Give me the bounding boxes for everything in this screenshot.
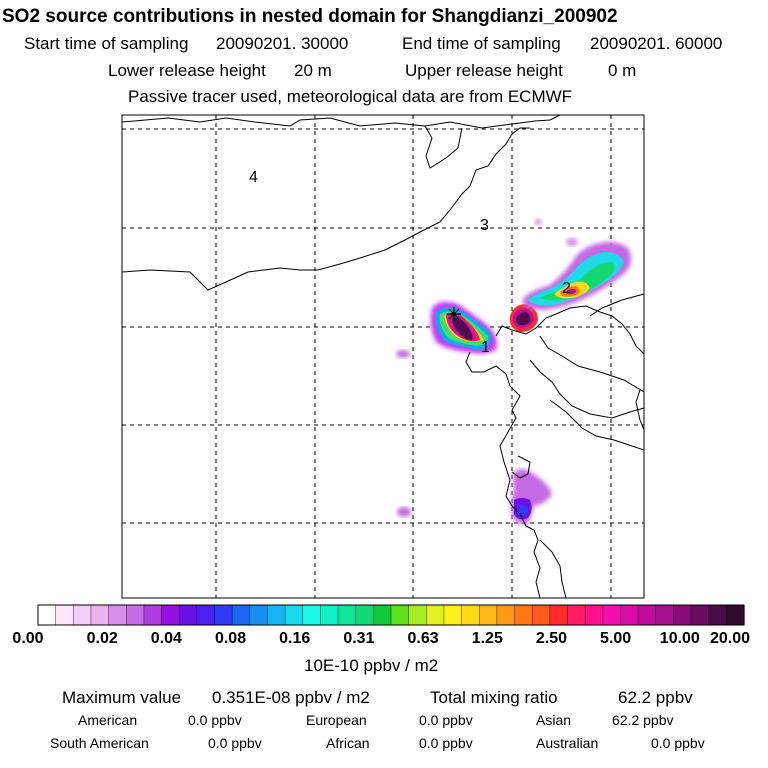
end-time-value: 20090201. 60000: [590, 34, 723, 53]
colorbar-tick-label: 0.31: [343, 630, 375, 647]
colorbar-unit: 10E-10 ppbv / m2: [304, 656, 439, 675]
start-time-label: Start time of sampling: [24, 34, 189, 53]
colorbar-tick-label: 20.00: [709, 630, 751, 647]
colorbar-cell: [196, 605, 216, 625]
colorbar-cells: [38, 605, 745, 625]
colorbar-cell: [532, 605, 551, 625]
colorbar-tick-label: 0.04: [150, 630, 182, 647]
asian-value: 62.2 ppbv: [612, 712, 674, 728]
colorbar-cell: [179, 605, 198, 625]
colorbar-cell: [408, 605, 427, 625]
chart-title: SO2 source contributions in nested domai…: [2, 6, 618, 27]
region-label-1: 1: [481, 339, 490, 356]
colorbar-cell: [426, 605, 445, 625]
colorbar-tick-label: 0.63: [407, 630, 439, 647]
coastlines: [122, 115, 644, 598]
region-label-4: 4: [249, 169, 258, 186]
south-american-label: South American: [50, 735, 149, 751]
colorbar-cell: [496, 605, 516, 625]
colorbar-cell: [55, 605, 74, 625]
colorbar-cell: [232, 605, 251, 625]
colorbar-tick-label: 0.08: [214, 630, 247, 647]
colorbar-tick-label: 0.16: [279, 630, 311, 647]
colorbar-cell: [443, 605, 463, 625]
colorbar-cell: [373, 605, 392, 625]
colorbar-cell: [567, 605, 586, 625]
end-time-label: End time of sampling: [402, 34, 561, 53]
max-value-label: Maximum value: [62, 688, 182, 707]
colorbar-cell: [161, 605, 180, 625]
map-frame: [121, 114, 645, 599]
plume-region-2: [509, 219, 632, 332]
start-time-value: 20090201. 30000: [216, 34, 349, 53]
colorbar-cell: [302, 605, 321, 625]
european-value: 0.0 ppbv: [419, 712, 473, 728]
colorbar-cell: [338, 605, 357, 625]
colorbar-cell: [726, 605, 745, 625]
upper-release-value: 0 m: [608, 61, 637, 80]
australian-value: 0.0 ppbv: [651, 735, 705, 751]
colorbar-cell: [320, 605, 339, 625]
colorbar-cell: [585, 605, 604, 625]
colorbar-tick-label: 1.25: [471, 630, 503, 647]
australian-label: Australian: [536, 735, 599, 751]
south-american-value: 0.0 ppbv: [208, 735, 262, 751]
colorbar-cell: [461, 605, 480, 625]
colorbar-cell: [90, 605, 110, 625]
asian-label: Asian: [536, 712, 572, 728]
american-label: American: [78, 712, 138, 728]
colorbar-cell: [214, 605, 233, 625]
lower-release-label: Lower release height: [108, 61, 266, 80]
african-value: 0.0 ppbv: [419, 735, 473, 751]
region-label-2: 2: [562, 280, 571, 297]
american-value: 0.0 ppbv: [188, 712, 242, 728]
colorbar-cell: [38, 605, 57, 625]
colorbar-cell: [391, 605, 410, 625]
colorbar-cell: [355, 605, 374, 625]
african-label: African: [326, 735, 370, 751]
colorbar-cell: [143, 605, 163, 625]
colorbar-cell: [673, 605, 692, 625]
total-mixing-label: Total mixing ratio: [430, 688, 558, 707]
colorbar-tick-label: 0.02: [86, 630, 118, 647]
colorbar-cell: [708, 605, 727, 625]
colorbar-tick-label: 10.00: [659, 630, 700, 647]
tracer-note: Passive tracer used, meteorological data…: [128, 87, 573, 106]
colorbar-cell: [514, 605, 533, 625]
colorbar-tick-label: 2.50: [535, 630, 568, 647]
map-grid: [122, 115, 644, 598]
plume-misc: [396, 350, 552, 525]
map-plot: 1 2 3 4: [121, 114, 645, 599]
colorbar: [37, 604, 745, 626]
colorbar-cell: [249, 605, 269, 625]
colorbar-tick-label: 0.00: [12, 630, 44, 647]
colorbar-cell: [126, 605, 145, 625]
colorbar-cell: [108, 605, 127, 625]
colorbar-cell: [73, 605, 92, 625]
colorbar-cell: [691, 605, 710, 625]
lower-release-value: 20 m: [294, 61, 332, 80]
colorbar-frame: [37, 604, 745, 626]
receptor-marker: [447, 307, 461, 321]
colorbar-cell: [602, 605, 622, 625]
upper-release-label: Upper release height: [405, 61, 563, 80]
region-label-3: 3: [480, 217, 489, 234]
colorbar-cell: [549, 605, 569, 625]
european-label: European: [306, 712, 367, 728]
colorbar-cell: [638, 605, 657, 625]
total-mixing-value: 62.2 ppbv: [618, 688, 693, 707]
colorbar-cell: [479, 605, 498, 625]
max-value: 0.351E-08 ppbv / m2: [212, 688, 370, 707]
colorbar-tick-label: 5.00: [600, 630, 632, 647]
colorbar-cell: [285, 605, 304, 625]
colorbar-cell: [655, 605, 674, 625]
colorbar-cell: [267, 605, 286, 625]
colorbar-cell: [620, 605, 639, 625]
